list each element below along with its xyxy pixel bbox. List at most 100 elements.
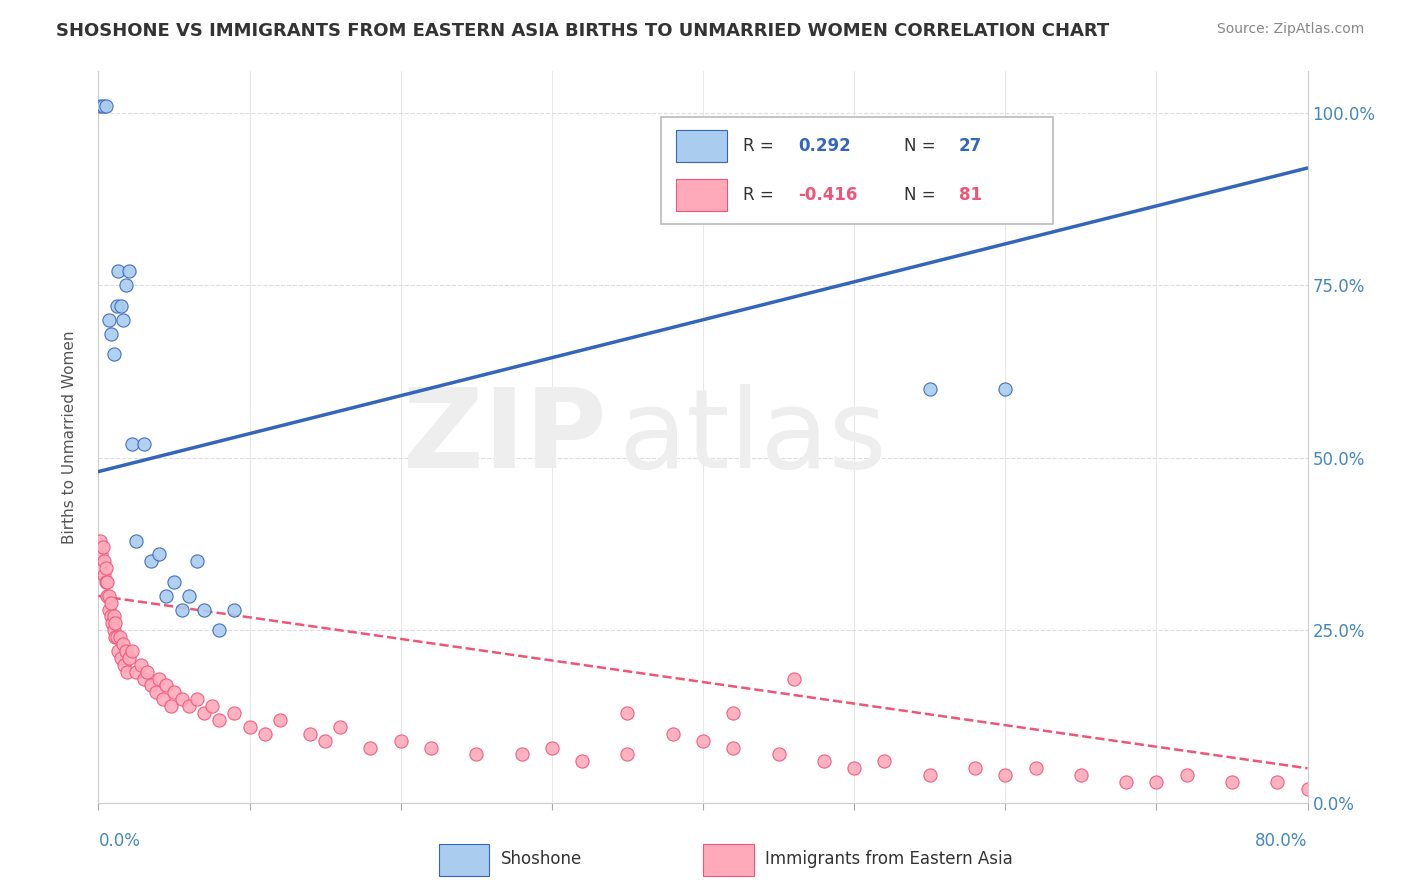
Point [360,740,382,755]
Bar [676,130,727,162]
Point [90,548,112,562]
Point [994,382,1017,396]
Point [100,609,122,624]
Point [179,589,201,603]
Point [465,747,488,762]
Point [723,740,745,755]
Point [155,678,177,692]
Text: 81: 81 [959,186,981,204]
Point [121,644,143,658]
Point [121,437,143,451]
Point [768,747,790,762]
Point [107,644,129,658]
Point [132,437,155,451]
Point [208,624,231,638]
Point [141,554,163,568]
Point [389,733,412,747]
Point [118,264,141,278]
Point [125,665,148,679]
Point [89,99,111,113]
Point [129,657,152,672]
Point [103,609,125,624]
Point [115,665,138,679]
Point [224,706,246,720]
Bar [703,844,754,876]
Point [616,706,638,720]
Point [783,672,806,686]
Point [1024,761,1046,775]
Point [148,672,170,686]
Point [100,326,122,341]
Point [540,740,562,755]
Point [89,533,111,548]
Point [96,589,118,603]
Point [105,299,128,313]
Point [661,727,683,741]
Text: 80.0%: 80.0% [1256,832,1308,850]
Point [152,692,174,706]
Point [571,755,593,769]
Point [104,630,127,644]
Point [163,574,186,589]
Point [1220,775,1243,789]
Point [110,651,132,665]
Point [98,602,121,616]
Point [100,596,122,610]
Point [616,747,638,762]
Point [179,699,201,714]
Point [692,733,714,747]
Point [93,568,115,582]
Point [141,678,163,692]
Point [420,740,443,755]
Point [224,602,246,616]
FancyBboxPatch shape [661,118,1053,224]
Point [193,706,215,720]
Point [193,602,215,616]
Point [1070,768,1092,782]
Point [994,768,1017,782]
Point [1144,775,1167,789]
Point [94,561,117,575]
Point [269,713,291,727]
Point [201,699,224,714]
Point [110,299,132,313]
Point [918,768,941,782]
Point [510,747,533,762]
Text: N =: N = [904,137,941,155]
Point [114,644,136,658]
Point [155,589,177,603]
Point [96,574,118,589]
Text: -0.416: -0.416 [799,186,858,204]
Point [170,602,193,616]
Point [91,99,114,113]
Point [239,720,262,734]
Point [94,99,117,113]
Point [723,706,745,720]
Point [114,278,136,293]
Point [208,713,231,727]
Point [118,651,141,665]
Text: R =: R = [742,186,779,204]
Point [844,761,866,775]
Point [186,692,208,706]
Text: ZIP: ZIP [404,384,606,491]
Point [813,755,835,769]
Point [186,554,208,568]
Text: N =: N = [904,186,941,204]
Bar [676,179,727,211]
Point [170,692,193,706]
Text: Shoshone: Shoshone [501,849,582,868]
Point [101,616,124,631]
Point [104,616,127,631]
Point [91,541,114,555]
Text: 27: 27 [959,137,981,155]
Point [135,665,157,679]
Point [108,630,131,644]
Point [98,589,121,603]
Point [965,761,987,775]
Point [1175,768,1198,782]
Point [103,347,125,361]
Point [112,657,135,672]
Point [93,554,115,568]
Point [145,685,167,699]
